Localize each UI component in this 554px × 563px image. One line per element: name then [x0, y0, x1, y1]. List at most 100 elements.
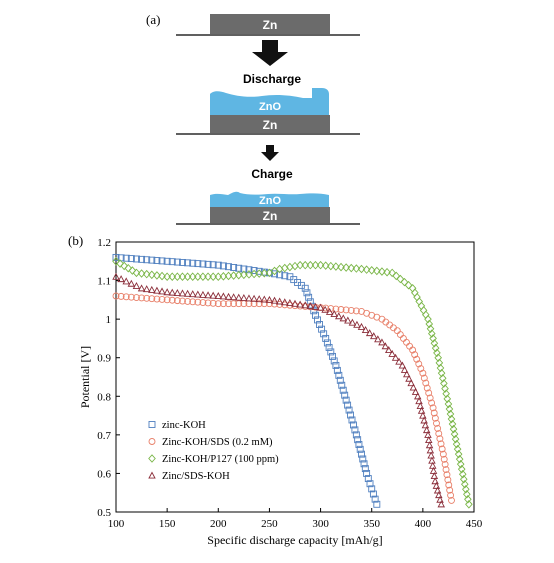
data-point: [405, 374, 413, 382]
data-point: [458, 469, 467, 479]
data-point: [438, 445, 446, 453]
data-point: [436, 363, 445, 373]
data-point: [359, 455, 367, 463]
data-point: [301, 284, 309, 292]
data-point: [409, 346, 417, 354]
data-point: [321, 261, 330, 270]
data-point: [316, 321, 323, 328]
data-point: [440, 455, 448, 463]
data-point: [147, 270, 156, 280]
data-point: [438, 374, 447, 383]
panel-a: (a) Zn Discharge ZnO Zn Charge ZnO Zn: [146, 12, 360, 225]
x-tick-label: 400: [415, 518, 432, 530]
data-point: [336, 376, 344, 384]
data-point: [330, 310, 338, 318]
data-point: [462, 484, 470, 494]
data-point: [178, 289, 187, 297]
data-point: [378, 267, 386, 276]
data-point: [250, 300, 258, 308]
data-point: [168, 288, 177, 296]
data-point: [173, 258, 181, 266]
data-point: [441, 384, 449, 393]
data-point: [416, 401, 425, 409]
data-point: [194, 260, 202, 268]
data-point: [281, 272, 289, 280]
data-point: [341, 391, 349, 399]
data-point: [383, 267, 391, 277]
data-point: [433, 419, 440, 427]
data-point: [415, 297, 424, 306]
data-point: [204, 291, 212, 299]
zno-layer-charged: [210, 191, 329, 207]
data-point: [428, 456, 436, 464]
data-point: [420, 416, 428, 424]
data-point: [275, 297, 284, 305]
data-point: [260, 300, 268, 308]
zno-layer-discharged-label: ZnO: [259, 101, 281, 113]
data-point: [188, 290, 197, 298]
data-point: [406, 342, 414, 350]
data-point: [399, 334, 407, 342]
data-point: [184, 259, 192, 267]
data-point: [367, 266, 376, 275]
data-point: [173, 288, 182, 296]
data-point: [417, 301, 426, 311]
data-point: [447, 491, 455, 499]
data-point: [456, 459, 465, 469]
data-point: [446, 486, 454, 494]
data-point: [355, 441, 363, 448]
data-point: [460, 479, 469, 489]
data-point: [204, 272, 212, 281]
data-point: [443, 471, 451, 479]
data-point: [439, 450, 447, 458]
data-point: [225, 263, 232, 271]
data-point: [455, 454, 464, 464]
data-point: [434, 424, 442, 432]
data-point: [349, 421, 357, 429]
zn-layer-charged-label: Zn: [263, 209, 278, 223]
data-point: [352, 431, 360, 439]
data-point: [449, 424, 458, 434]
data-point: [436, 495, 444, 503]
data-point: [209, 299, 217, 307]
data-point: [347, 307, 355, 314]
data-point: [322, 334, 330, 342]
data-point: [234, 293, 243, 301]
data-point: [325, 307, 334, 315]
data-point: [332, 262, 340, 271]
data-point: [403, 370, 411, 378]
data-point: [447, 414, 456, 424]
data-point: [142, 285, 151, 293]
data-point: [188, 272, 197, 281]
data-point: [163, 272, 171, 281]
y-tick-label: 0.9: [97, 353, 111, 365]
panel-b-label: (b): [68, 233, 83, 248]
data-point: [320, 330, 328, 338]
data-point: [431, 477, 439, 485]
data-point: [342, 306, 350, 314]
data-point: [435, 491, 443, 499]
data-point: [465, 500, 473, 509]
data-point: [388, 268, 396, 278]
data-point: [419, 411, 427, 419]
legend-label: Zinc-KOH/P127 (100 ppm): [162, 454, 279, 465]
data-point: [306, 302, 315, 310]
data-point: [435, 430, 443, 438]
data-point: [365, 329, 374, 337]
data-point: [415, 360, 423, 368]
data-point: [143, 294, 151, 302]
data-point: [400, 365, 409, 373]
data-point: [361, 465, 369, 473]
data-point: [425, 436, 433, 444]
data-point: [301, 260, 310, 270]
data-point: [417, 406, 426, 414]
data-point: [422, 379, 430, 387]
data-point: [153, 295, 161, 303]
data-point: [137, 284, 146, 292]
data-point: [178, 272, 187, 281]
data-point: [158, 296, 166, 303]
data-point: [421, 421, 430, 429]
data-point: [127, 293, 135, 301]
data-point: [378, 338, 386, 346]
